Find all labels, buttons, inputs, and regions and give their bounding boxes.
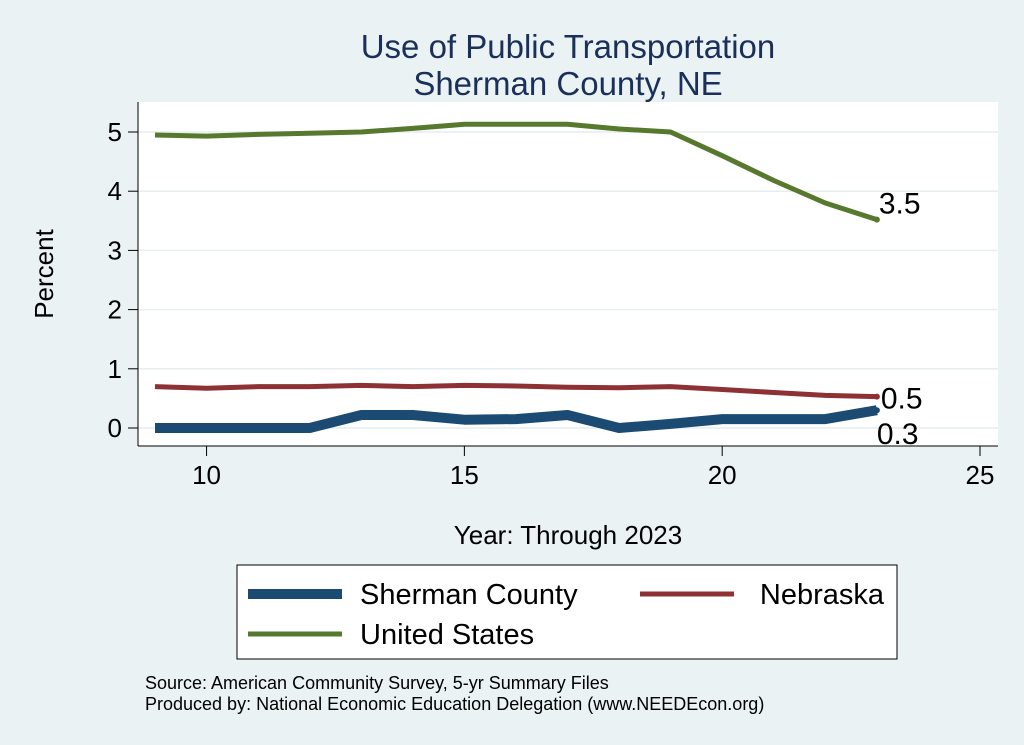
source-note: Source: American Community Survey, 5-yr … (145, 673, 609, 693)
legend-label-nebraska: Nebraska (760, 579, 885, 611)
axes: 0 1 2 3 4 5 10 15 20 25 (108, 102, 998, 490)
y-tick-label-2: 2 (108, 295, 122, 325)
producer-note: Produced by: National Economic Education… (145, 694, 764, 714)
legend-label-sherman-county: Sherman County (360, 579, 578, 611)
legend-box (236, 564, 898, 660)
chart-title-line-2: Sherman County, NE (413, 65, 722, 102)
x-axis-title: Year: Through 2023 (454, 520, 682, 550)
end-point-nebraska (873, 393, 880, 400)
series-lines (154, 121, 880, 433)
x-tick-label-15: 15 (450, 460, 479, 490)
y-axis-title: Percent (29, 228, 59, 318)
series-line-united-states (154, 121, 878, 222)
y-tick-label-4: 4 (108, 176, 122, 206)
x-tick-label-25: 25 (966, 460, 995, 490)
end-point-sherman-county (873, 407, 880, 414)
y-tick-label-3: 3 (108, 235, 122, 265)
y-tick-label-1: 1 (108, 354, 122, 384)
end-label-nebraska: 0.5 (881, 383, 923, 416)
y-tick-label-5: 5 (108, 117, 122, 147)
x-tick-label-10: 10 (192, 460, 221, 490)
chart-title-line-1: Use of Public Transportation (361, 28, 776, 65)
end-label-united-states: 3.5 (879, 188, 921, 221)
end-label-sherman-county: 0.3 (877, 418, 919, 451)
end-point-united-states (873, 216, 880, 223)
y-tick-label-0: 0 (108, 413, 122, 443)
series-line-nebraska (154, 382, 877, 400)
x-tick-label-20: 20 (708, 460, 737, 490)
legend: Sherman County Nebraska United States (248, 579, 885, 651)
end-labels: 0.30.5 3.5 (877, 188, 923, 452)
legend-label-united-states: United States (360, 619, 534, 651)
series-line-sherman-county (155, 405, 878, 433)
